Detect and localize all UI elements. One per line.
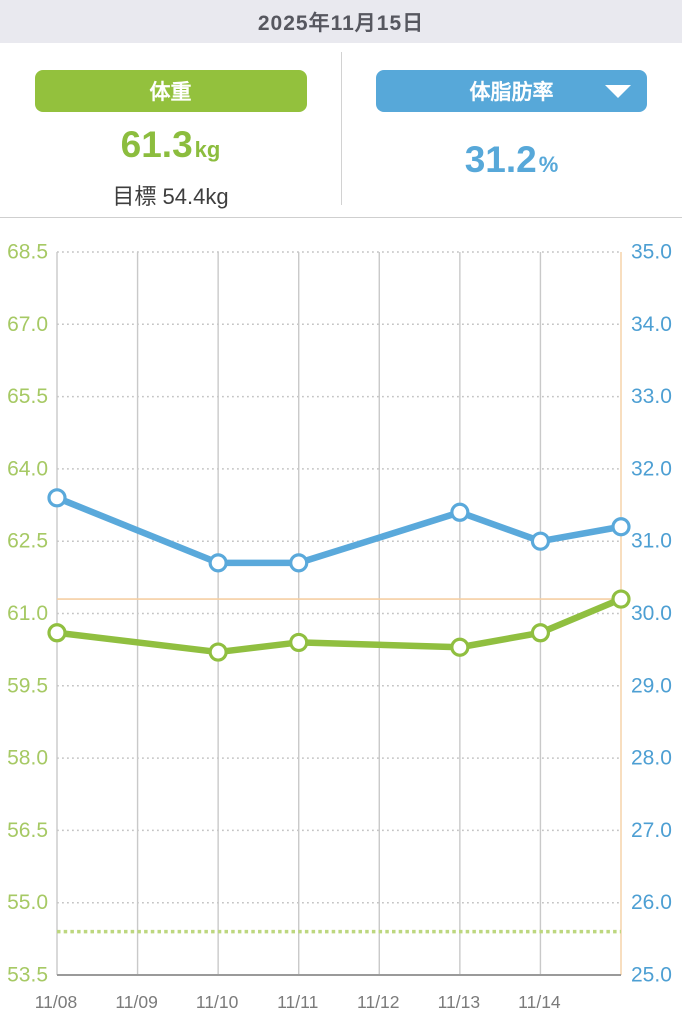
right-axis-tick-label: 34.0 [631,313,672,336]
panel-divider [341,52,342,205]
x-axis-tick-label: 11/08 [35,992,78,1012]
left-axis-tick-label: 62.5 [7,530,48,553]
left-axis-tick-label: 56.5 [7,819,48,842]
right-axis-tick-label: 33.0 [631,385,672,408]
bodyfat-point [450,502,470,522]
bodyfat-panel: 体脂肪率 31.2% [341,43,682,217]
x-axis-tick-label: 11/12 [357,992,400,1012]
weight-tab-button[interactable]: 体重 [34,70,307,112]
x-axis-tick-label: 11/10 [196,992,239,1012]
left-axis-tick-label: 67.0 [7,313,48,336]
weight-unit: kg [194,137,221,162]
x-axis-tick-label: 11/14 [518,992,561,1012]
right-axis-tick-label: 28.0 [631,747,672,770]
bodyfat-dropdown-button[interactable]: 体脂肪率 [376,70,647,112]
weight-point [47,623,67,643]
left-axis-tick-label: 59.5 [7,674,48,697]
right-axis-tick-label: 27.0 [631,819,672,842]
bodyfat-point [208,553,228,573]
right-axis-tick-label: 29.0 [631,674,672,697]
bodyfat-number: 31.2 [464,139,537,180]
date-title: 2025年11月15日 [257,11,425,35]
bodyfat-point [289,553,309,573]
bodyfat-line [53,494,625,567]
left-axis-tick-label: 64.0 [7,457,48,480]
x-axis-tick-label: 11/11 [277,992,318,1012]
bodyfat-unit: % [538,152,559,177]
left-axis-tick-label: 58.0 [7,747,48,770]
left-axis-tick-label: 68.5 [7,241,48,264]
x-axis-tick-label: 11/13 [438,992,481,1012]
left-axis-tick-label: 53.5 [7,964,48,987]
left-axis-tick-label: 61.0 [7,602,48,625]
right-axis-tick-label: 35.0 [631,241,672,264]
right-axis-tick-label: 32.0 [631,457,672,480]
weight-point [450,637,470,657]
bodyfat-point [611,517,631,537]
weight-point [611,589,631,609]
date-header: 2025年11月15日 [0,0,682,43]
weight-value: 61.3kg [121,125,221,173]
bodyfat-value: 31.2% [465,140,559,188]
weight-goal-label: 目標 54.4kg [112,184,229,209]
weight-line [53,595,625,656]
right-axis-tick-label: 30.0 [631,602,672,625]
x-axis-tick-label: 11/09 [115,992,158,1012]
bodyfat-tab-label: 体脂肪率 [469,81,554,104]
bodyfat-point [530,531,551,551]
weight-point [289,632,309,653]
right-axis-tick-label: 31.0 [631,530,672,553]
weight-number: 61.3 [120,124,193,165]
bodyfat-point [47,488,67,508]
weight-panel: 体重 61.3kg 目標 54.4kg [0,43,341,217]
weight-bodyfat-chart: 68.5 35.0 67.0 34.0 65.5 33.0 64.0 32.0 62.5 31.0… [7,241,672,1013]
weight-tab-label: 体重 [149,81,192,104]
right-axis-tick-label: 26.0 [631,891,672,914]
summary-panels: 体重 61.3kg 目標 54.4kg 体脂肪率 31.2% [0,43,682,218]
weight-point [530,623,551,643]
left-axis-tick-label: 65.5 [7,385,48,408]
left-axis-tick-label: 55.0 [7,891,48,914]
chevron-down-icon [605,85,631,98]
right-axis-tick-label: 25.0 [631,964,672,987]
weight-point [208,642,228,662]
